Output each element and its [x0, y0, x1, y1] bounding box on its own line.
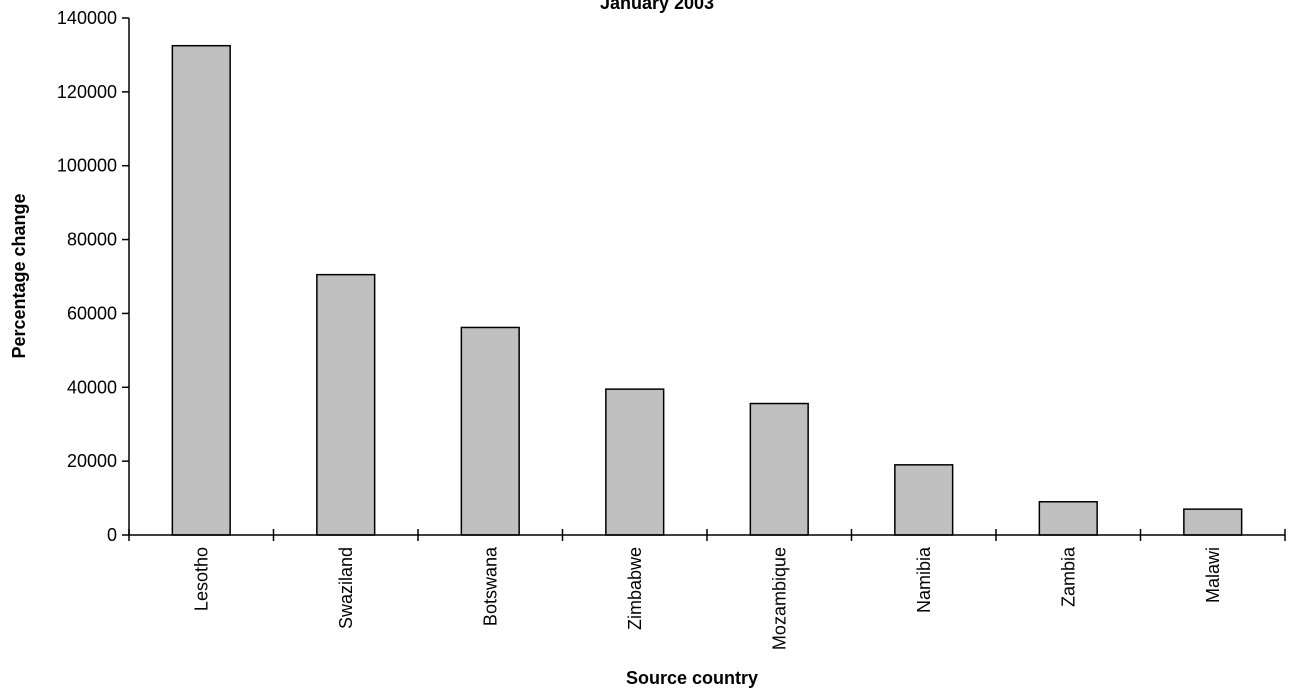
y-tick-label: 100000 [57, 156, 117, 176]
x-axis-title: Source country [626, 668, 758, 688]
y-tick-label: 80000 [67, 230, 117, 250]
bar [894, 464, 954, 536]
x-axis: Lesotho Swaziland Botswana Zimbabwe Mozambiq… [128, 529, 1286, 650]
bars-group [171, 44, 1243, 536]
bar [1183, 508, 1243, 536]
x-tick-label: Zimbabwe [625, 547, 645, 630]
x-tick-label: Malawi [1203, 547, 1223, 603]
bar [171, 44, 231, 536]
y-tick-label: 60000 [67, 303, 117, 323]
y-tick-label: 20000 [67, 451, 117, 471]
x-tick-label: Botswana [480, 546, 500, 626]
bar [316, 273, 376, 536]
y-tick-label: 0 [107, 525, 117, 545]
y-axis: 0 20000 40000 60000 80000 100000 120000 140000 [57, 8, 130, 545]
x-tick-label: Mozambique [769, 547, 789, 650]
y-tick-label: 140000 [57, 8, 117, 28]
bar [605, 388, 665, 536]
y-tick-label: 120000 [57, 82, 117, 102]
chart-title: January 2003 [600, 0, 714, 13]
x-tick-label: Zambia [1058, 546, 1078, 607]
y-axis-title: Percentage change [9, 193, 29, 358]
y-tick-label: 40000 [67, 377, 117, 397]
x-tick-label: Namibia [914, 546, 934, 613]
bar [749, 402, 809, 536]
x-tick-label: Swaziland [336, 547, 356, 629]
bar [1038, 501, 1098, 536]
x-tick-label: Lesotho [191, 547, 211, 611]
bar [460, 326, 520, 536]
